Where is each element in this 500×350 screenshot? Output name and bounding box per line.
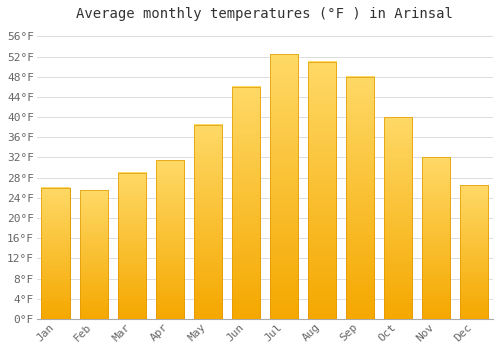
- Bar: [42, 188, 70, 319]
- Bar: [346, 77, 374, 319]
- Title: Average monthly temperatures (°F ) in Arinsal: Average monthly temperatures (°F ) in Ar…: [76, 7, 454, 21]
- Bar: [156, 160, 184, 319]
- Bar: [346, 77, 374, 319]
- Bar: [308, 62, 336, 319]
- Bar: [80, 190, 108, 319]
- Bar: [194, 125, 222, 319]
- Bar: [42, 188, 70, 319]
- Bar: [80, 190, 108, 319]
- Bar: [156, 160, 184, 319]
- Bar: [232, 87, 260, 319]
- Bar: [384, 117, 412, 319]
- Bar: [384, 117, 412, 319]
- Bar: [118, 173, 146, 319]
- Bar: [422, 158, 450, 319]
- Bar: [194, 125, 222, 319]
- Bar: [460, 185, 488, 319]
- Bar: [460, 185, 488, 319]
- Bar: [308, 62, 336, 319]
- Bar: [232, 87, 260, 319]
- Bar: [270, 54, 298, 319]
- Bar: [422, 158, 450, 319]
- Bar: [270, 54, 298, 319]
- Bar: [118, 173, 146, 319]
